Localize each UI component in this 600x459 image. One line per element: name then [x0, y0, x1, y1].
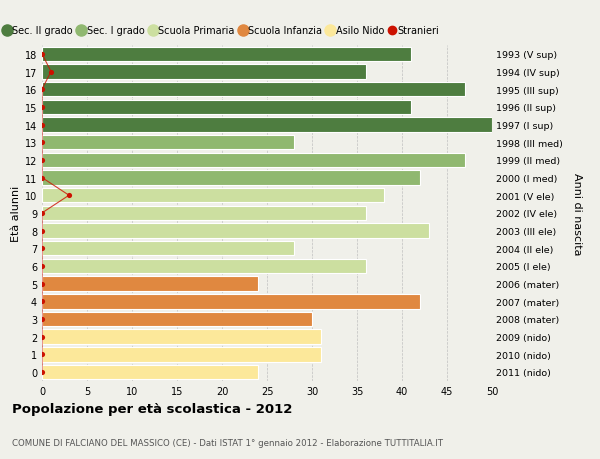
Bar: [42, 365, 258, 380]
Point: [37, 280, 47, 288]
Bar: [42, 136, 294, 150]
Point: [37, 245, 47, 252]
Text: Popolazione per età scolastica - 2012: Popolazione per età scolastica - 2012: [12, 403, 292, 415]
Bar: [42, 206, 366, 221]
Point: [37, 157, 47, 164]
Bar: [42, 330, 321, 344]
Point: [37, 227, 47, 235]
Bar: [42, 259, 366, 274]
Point: [37, 316, 47, 323]
Bar: [42, 118, 492, 133]
Bar: [42, 153, 465, 168]
Bar: [42, 47, 411, 62]
Legend: Sec. II grado, Sec. I grado, Scuola Primaria, Scuola Infanzia, Asilo Nido, Stran: Sec. II grado, Sec. I grado, Scuola Prim…: [1, 22, 443, 40]
Bar: [42, 101, 411, 115]
Bar: [42, 83, 465, 97]
Bar: [42, 241, 294, 256]
Point: [37, 174, 47, 182]
Point: [64, 192, 74, 200]
Y-axis label: Anni di nascita: Anni di nascita: [572, 172, 583, 255]
Point: [37, 104, 47, 111]
Point: [37, 351, 47, 358]
Bar: [42, 347, 321, 362]
Bar: [42, 294, 420, 309]
Y-axis label: Età alunni: Età alunni: [11, 185, 20, 241]
Bar: [42, 65, 366, 79]
Bar: [42, 189, 384, 203]
Point: [37, 51, 47, 58]
Bar: [42, 171, 420, 185]
Point: [37, 263, 47, 270]
Point: [37, 369, 47, 376]
Point: [37, 298, 47, 305]
Point: [37, 86, 47, 94]
Point: [37, 139, 47, 146]
Text: COMUNE DI FALCIANO DEL MASSICO (CE) - Dati ISTAT 1° gennaio 2012 - Elaborazione : COMUNE DI FALCIANO DEL MASSICO (CE) - Da…: [12, 438, 443, 448]
Point: [37, 333, 47, 341]
Point: [46, 69, 56, 76]
Bar: [42, 312, 312, 326]
Point: [37, 122, 47, 129]
Point: [37, 210, 47, 217]
Bar: [42, 224, 429, 238]
Bar: [42, 277, 258, 291]
